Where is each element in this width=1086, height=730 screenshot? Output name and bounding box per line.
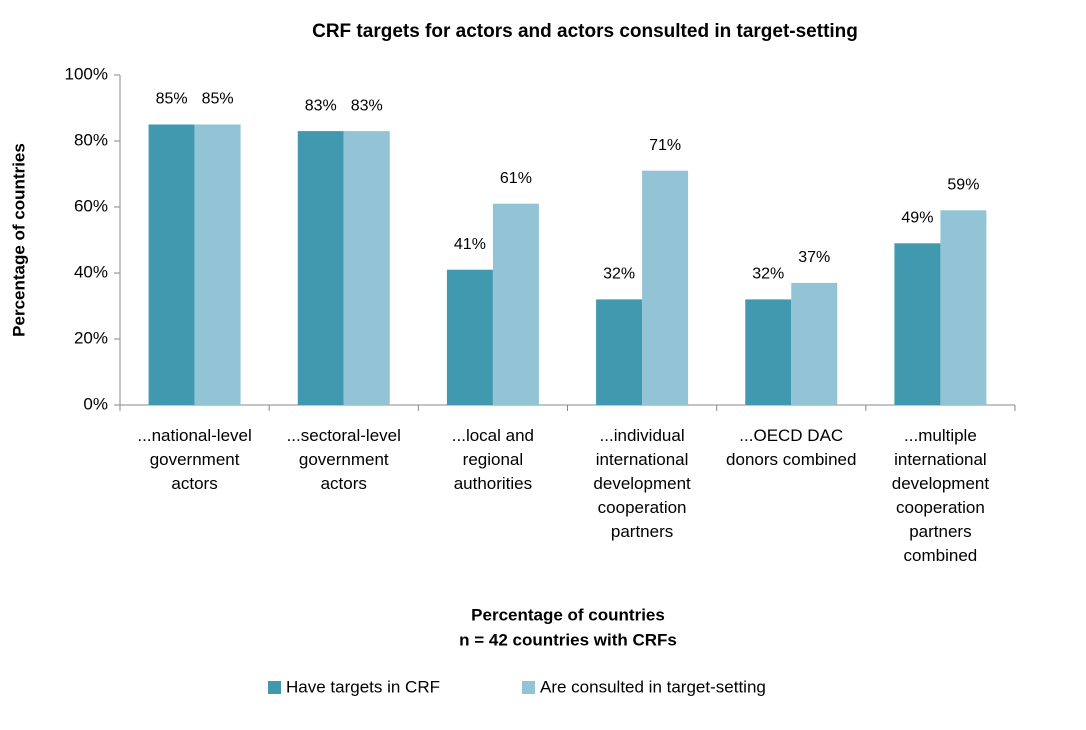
x-tick-label: ...individual international development … [593, 426, 691, 541]
x-tick-label: ...national-level government actors [137, 426, 252, 493]
data-label: 85% [202, 91, 234, 108]
data-label: 32% [752, 266, 784, 283]
bar [492, 203, 539, 405]
y-tick-label: 80% [74, 130, 108, 149]
bar [343, 131, 390, 405]
bar [297, 131, 344, 405]
y-tick-label: 100% [65, 64, 108, 83]
bar [446, 269, 493, 405]
y-tick-label: 40% [74, 262, 108, 281]
data-label: 37% [798, 249, 830, 266]
bar [596, 299, 643, 405]
x-tick-label: ...local and regional authorities [451, 426, 535, 493]
legend-label: Are consulted in target-setting [540, 677, 766, 696]
data-label: 32% [603, 266, 635, 283]
y-tick-label: 0% [83, 394, 108, 413]
bar [745, 299, 792, 405]
x-tick-label: ...multiple international development co… [891, 426, 990, 565]
legend-label: Have targets in CRF [286, 677, 440, 696]
bar [791, 282, 838, 405]
x-tick-label: ...sectoral-level government actors [286, 426, 401, 493]
data-label: 49% [901, 210, 933, 227]
y-tick-label: 60% [74, 196, 108, 215]
chart-title: CRF targets for actors and actors consul… [312, 21, 858, 42]
bar [894, 243, 941, 405]
data-label: 41% [454, 236, 486, 253]
data-label: 83% [351, 97, 383, 114]
data-label: 61% [500, 170, 532, 187]
legend-swatch [522, 681, 535, 694]
data-label: 59% [947, 177, 979, 194]
note: n = 42 countries with CRFs [459, 630, 677, 649]
legend-swatch [268, 681, 281, 694]
data-label: 85% [156, 91, 188, 108]
data-label: 71% [649, 137, 681, 154]
y-axis-label: Percentage of countries [9, 143, 28, 337]
bar [194, 124, 241, 405]
bar [940, 210, 987, 405]
bar [642, 170, 689, 405]
bar [148, 124, 195, 405]
x-axis-label: Percentage of countries [471, 605, 665, 624]
y-tick-label: 20% [74, 328, 108, 347]
data-label: 83% [305, 97, 337, 114]
x-tick-label: ...OECD DAC donors combined [726, 426, 857, 469]
